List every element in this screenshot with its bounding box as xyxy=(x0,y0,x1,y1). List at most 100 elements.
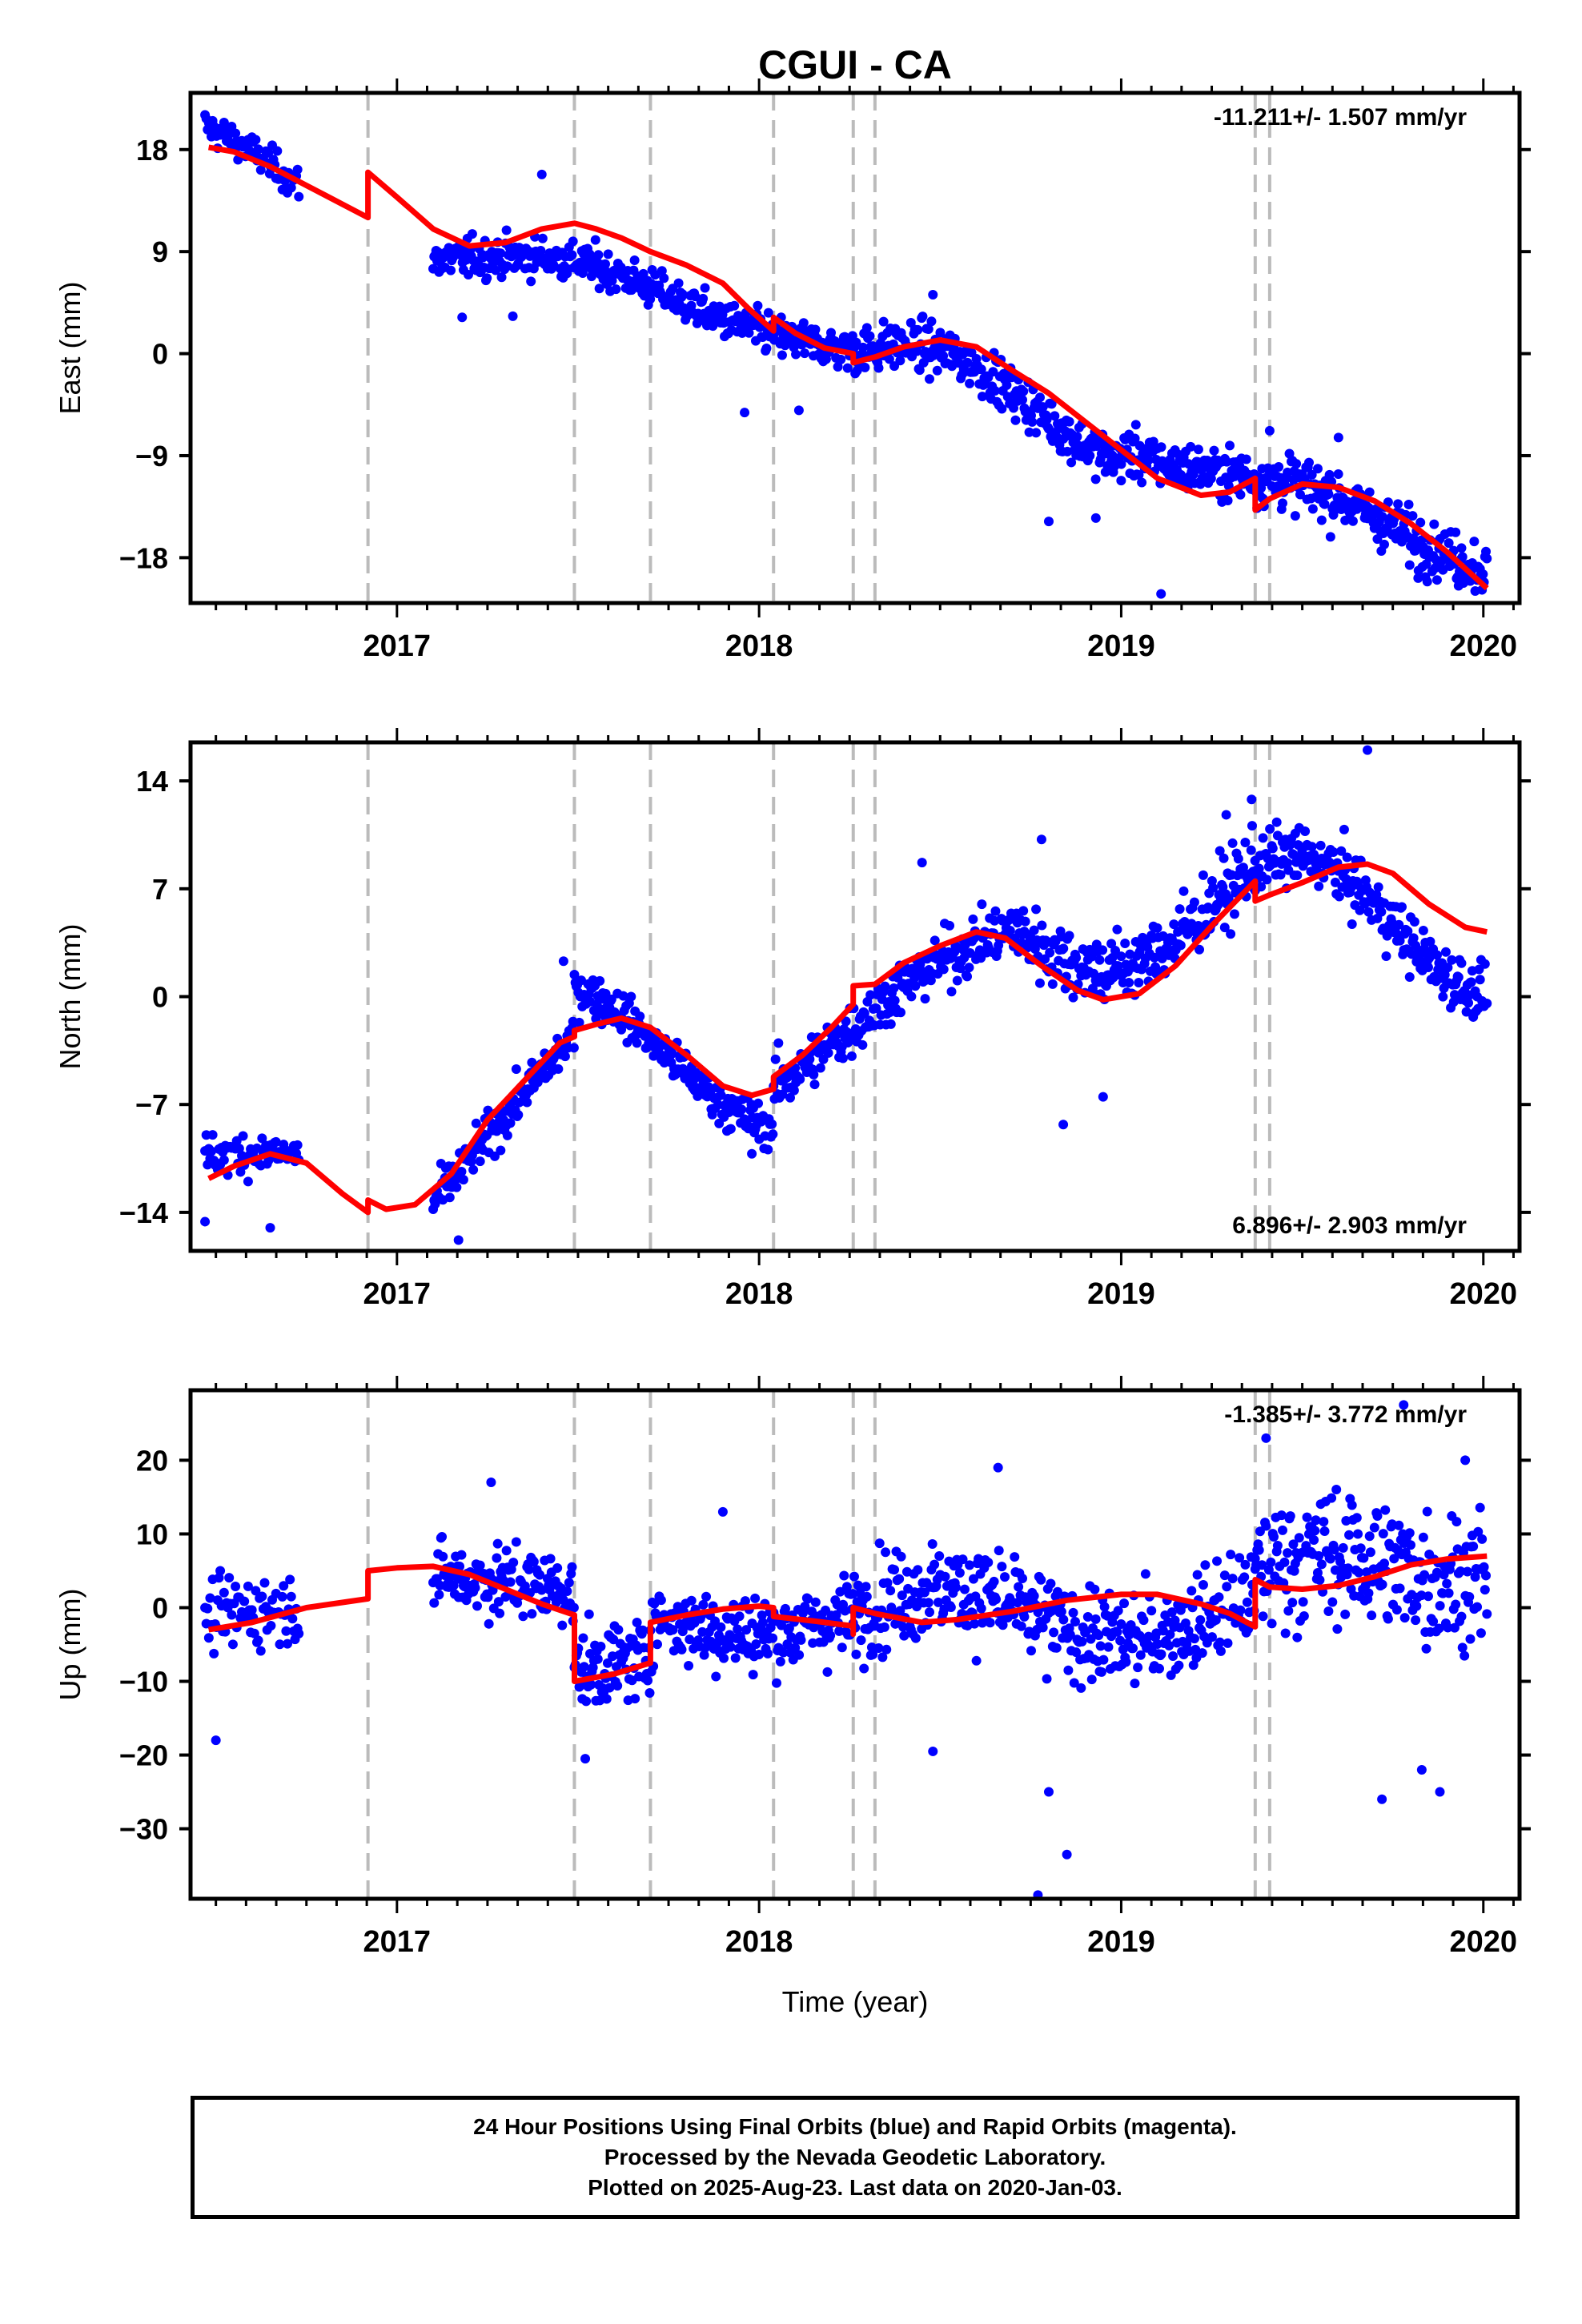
data-point xyxy=(434,1590,444,1600)
data-point xyxy=(1423,962,1433,972)
data-point xyxy=(856,1635,866,1646)
data-point xyxy=(977,392,987,402)
data-point xyxy=(1227,1574,1238,1584)
data-point xyxy=(834,1626,845,1636)
data-point xyxy=(1265,824,1275,834)
data-point xyxy=(467,229,477,239)
data-point xyxy=(1435,1601,1445,1611)
data-point xyxy=(1005,926,1015,936)
data-point xyxy=(511,1537,521,1547)
data-point xyxy=(1314,881,1324,891)
data-point xyxy=(1363,745,1373,755)
data-point xyxy=(1340,1609,1351,1619)
data-point xyxy=(1333,468,1343,479)
data-point xyxy=(860,362,870,372)
data-point xyxy=(997,404,1007,414)
data-point xyxy=(699,1650,709,1660)
data-point xyxy=(968,1574,978,1584)
data-point xyxy=(1287,1598,1298,1608)
data-point xyxy=(1425,936,1435,947)
data-point xyxy=(1309,849,1319,859)
data-point xyxy=(1399,1613,1410,1623)
data-point xyxy=(710,1616,721,1626)
data-point xyxy=(968,914,978,924)
data-point xyxy=(976,364,986,375)
data-point xyxy=(1027,416,1038,427)
data-point xyxy=(1369,1522,1379,1533)
data-point xyxy=(251,1586,261,1596)
data-point xyxy=(1098,1092,1108,1102)
data-point xyxy=(1189,897,1199,907)
data-point xyxy=(1475,1502,1485,1513)
data-point xyxy=(833,361,843,372)
data-point xyxy=(1134,977,1144,987)
data-point xyxy=(1315,840,1326,850)
data-point xyxy=(255,165,266,175)
data-point xyxy=(1189,1634,1199,1644)
data-point xyxy=(954,1568,965,1578)
data-point xyxy=(1045,947,1055,958)
data-point xyxy=(1443,1588,1454,1598)
data-point xyxy=(1422,577,1432,587)
y-tick-label: 0 xyxy=(152,981,168,1014)
caption-box: 24 Hour Positions Using Final Orbits (bl… xyxy=(191,2096,1520,2219)
data-point xyxy=(1029,925,1039,935)
plot-frame xyxy=(188,90,1522,605)
data-point xyxy=(508,311,518,321)
data-point xyxy=(1456,1611,1467,1622)
data-point xyxy=(482,273,492,283)
data-point xyxy=(1271,817,1282,827)
data-point xyxy=(803,1594,813,1604)
data-point xyxy=(1119,1598,1130,1609)
data-point xyxy=(1043,517,1054,527)
data-point xyxy=(1307,504,1318,514)
data-point xyxy=(751,1638,761,1649)
data-point xyxy=(644,1688,655,1699)
data-point xyxy=(1107,953,1118,963)
data-point xyxy=(857,342,868,352)
panel-up: 20 10 0 −10 −20 −30 2017 2018 2019 2020 Up (mm) -1.… xyxy=(54,1376,1531,1959)
data-point xyxy=(545,1554,556,1564)
x-axis-label: Time (year) xyxy=(782,1985,929,2018)
data-point xyxy=(1292,1632,1303,1642)
data-point xyxy=(773,1038,784,1048)
data-point xyxy=(924,1607,934,1618)
data-point xyxy=(287,1614,298,1624)
data-point xyxy=(448,1580,459,1590)
data-point xyxy=(1026,1646,1037,1656)
data-point xyxy=(1049,1627,1059,1638)
data-point xyxy=(1012,1598,1022,1608)
data-point xyxy=(1034,978,1045,988)
data-point xyxy=(1409,917,1419,927)
data-point xyxy=(1206,473,1216,484)
data-point xyxy=(970,1618,980,1629)
data-point xyxy=(1018,386,1029,396)
data-point xyxy=(259,1578,270,1588)
data-point xyxy=(1325,532,1335,542)
data-point xyxy=(1090,513,1101,523)
y-tick-label: 9 xyxy=(152,235,168,268)
data-point xyxy=(1263,1565,1274,1575)
data-point xyxy=(1135,1650,1146,1660)
data-point xyxy=(785,1092,795,1103)
data-point xyxy=(444,1192,455,1203)
data-point xyxy=(1342,852,1352,862)
data-point xyxy=(917,312,928,322)
data-point xyxy=(1411,1615,1421,1626)
data-point xyxy=(501,1546,512,1556)
data-point xyxy=(1461,1007,1472,1017)
data-point xyxy=(1068,1607,1078,1618)
data-point xyxy=(567,250,577,260)
data-point xyxy=(763,1144,773,1155)
data-point xyxy=(1095,1641,1106,1651)
data-point xyxy=(1130,433,1140,444)
data-point xyxy=(1152,923,1162,933)
data-point xyxy=(1235,489,1246,500)
data-point xyxy=(524,1564,534,1574)
data-point xyxy=(1283,858,1293,868)
data-point xyxy=(716,1622,726,1632)
data-point xyxy=(1031,904,1042,915)
data-point xyxy=(1291,459,1302,469)
data-point xyxy=(1300,826,1311,837)
data-point xyxy=(748,1670,758,1680)
